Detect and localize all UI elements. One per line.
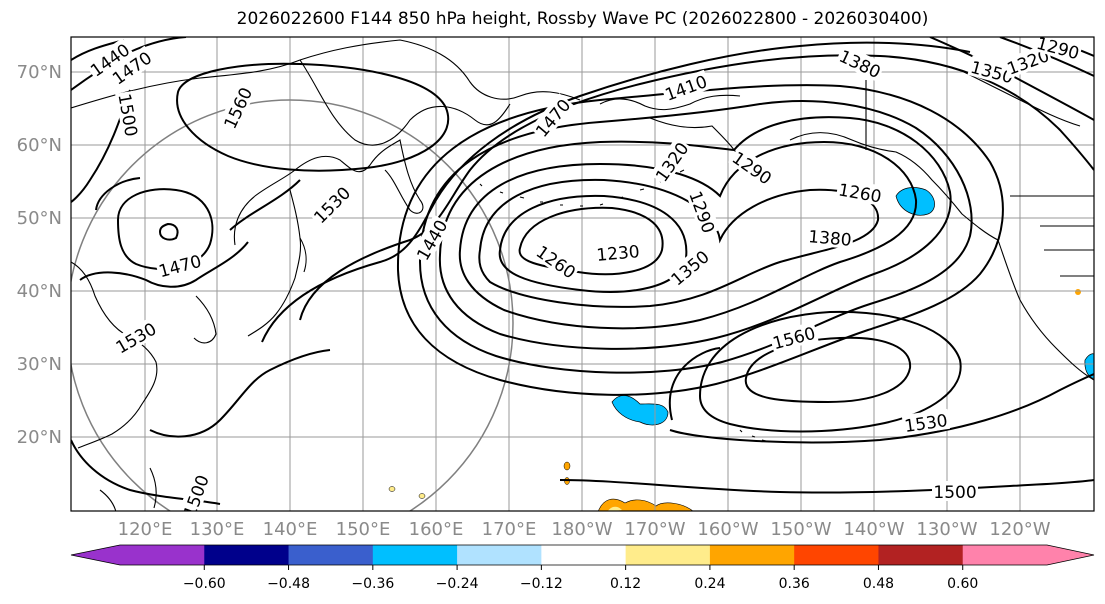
latitude-label: 40°N bbox=[17, 281, 62, 302]
colorbar-tick-label: −0.60 bbox=[183, 576, 226, 592]
latitude-label: 70°N bbox=[17, 62, 62, 83]
colorbar-band bbox=[625, 545, 711, 565]
longitude-label: 160°E bbox=[409, 519, 464, 540]
latitude-labels: 70°N 60°N 50°N 40°N 30°N 20°N bbox=[17, 62, 62, 448]
colorbar-extend-max bbox=[1047, 545, 1094, 565]
graticule bbox=[71, 37, 1094, 511]
colorbar-band bbox=[457, 545, 542, 565]
colorbar-band bbox=[288, 545, 374, 565]
height-contours bbox=[71, 37, 1094, 505]
longitude-label: 160°W bbox=[697, 519, 758, 540]
colorbar-tick-label: −0.12 bbox=[520, 576, 563, 592]
colorbar-band bbox=[372, 545, 458, 565]
contour-label: 1230 bbox=[596, 242, 641, 266]
colorbar-band bbox=[709, 545, 795, 565]
colorbar-band bbox=[120, 545, 205, 565]
latitude-label: 60°N bbox=[17, 135, 62, 156]
longitude-label: 130°W bbox=[916, 519, 977, 540]
longitude-label: 180°W bbox=[551, 519, 612, 540]
longitude-label: 130°E bbox=[190, 519, 245, 540]
colorbar-tick-label: 0.12 bbox=[610, 576, 641, 592]
longitude-label: 140°W bbox=[843, 519, 904, 540]
colorbar-band bbox=[541, 545, 627, 565]
latitude-label: 30°N bbox=[17, 354, 62, 375]
colorbar-tick-label: −0.48 bbox=[267, 576, 310, 592]
longitude-label: 140°E bbox=[263, 519, 318, 540]
longitude-label: 170°E bbox=[482, 519, 537, 540]
colorbar-tick-label: −0.36 bbox=[351, 576, 394, 592]
longitude-label: 120°E bbox=[118, 519, 173, 540]
longitude-label: 120°W bbox=[989, 519, 1050, 540]
longitude-label: 150°W bbox=[770, 519, 831, 540]
colorbar-tick-label: 0.60 bbox=[947, 576, 978, 592]
longitude-labels: 120°E 130°E 140°E 150°E 160°E 170°E 180°W 170°W… bbox=[118, 519, 1051, 540]
colorbar-tick-label: 0.36 bbox=[779, 576, 810, 592]
contour-label: 1500 bbox=[933, 483, 976, 503]
longitude-label: 150°E bbox=[336, 519, 391, 540]
colorbar-band bbox=[794, 545, 879, 565]
colorbar-tick-label: −0.24 bbox=[436, 576, 479, 592]
circle-outline bbox=[71, 99, 514, 511]
colorbar: −0.60 −0.48 −0.36 −0.24 −0.12 0.12 0.24 0.36 0.4… bbox=[70, 544, 1095, 592]
latitude-label: 50°N bbox=[17, 208, 62, 229]
colorbar-band bbox=[962, 545, 1048, 565]
latitude-label: 20°N bbox=[17, 427, 62, 448]
colorbar-band bbox=[878, 545, 964, 565]
colorbar-tick-label: 0.48 bbox=[863, 576, 894, 592]
colorbar-tick-label: 0.24 bbox=[694, 576, 725, 592]
contour-label: 1380 bbox=[807, 227, 852, 251]
map-title: 2026022600 F144 850 hPa height, Rossby W… bbox=[236, 9, 929, 29]
longitude-label: 170°W bbox=[624, 519, 685, 540]
colorbar-extend-min bbox=[71, 545, 120, 565]
colorbar-band bbox=[204, 545, 290, 565]
